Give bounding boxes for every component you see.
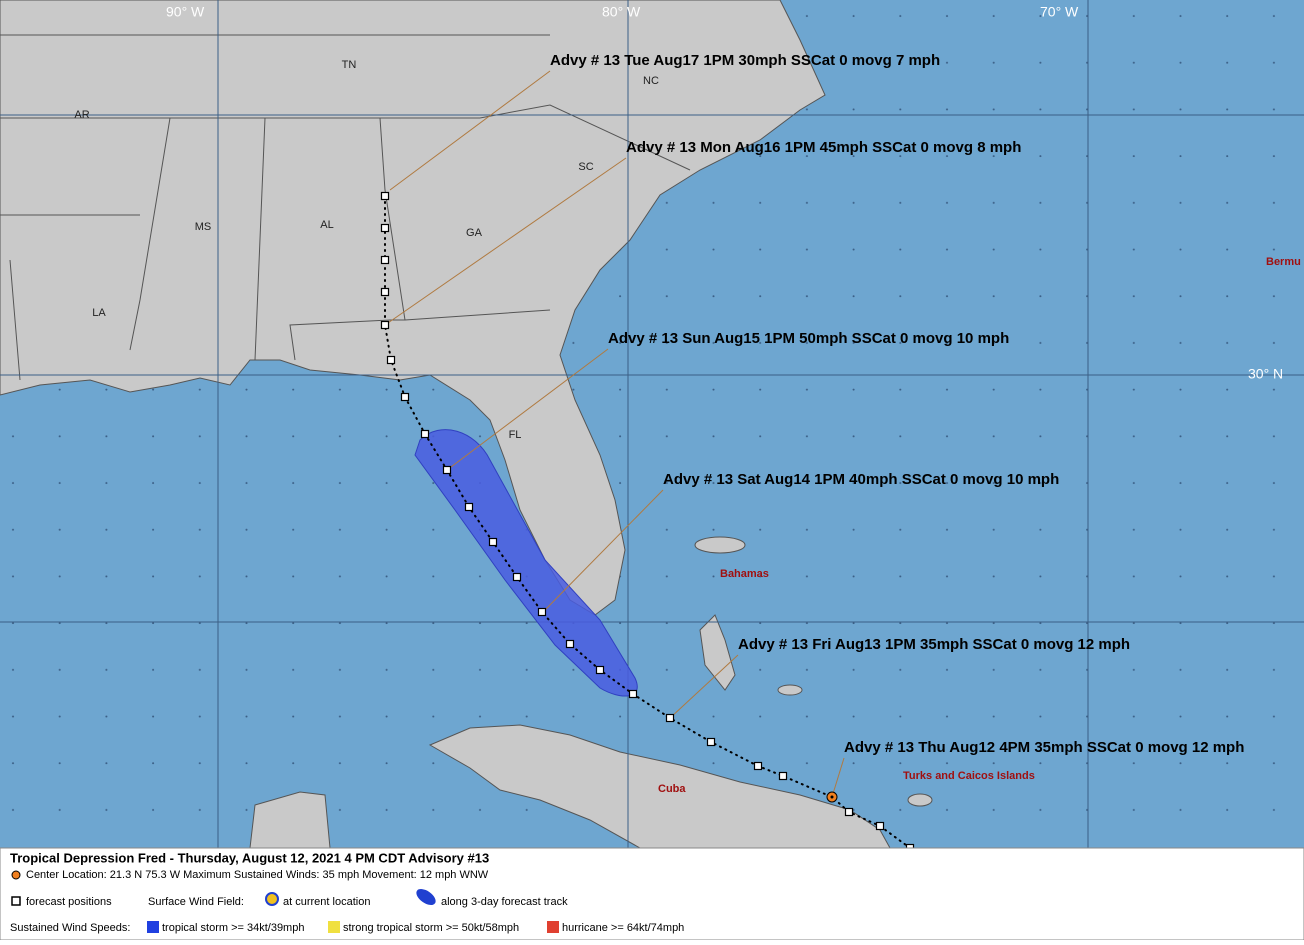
leader-line <box>831 757 845 798</box>
state-label: FL <box>509 429 522 441</box>
forecast-position <box>706 737 716 747</box>
state-label: GA <box>466 227 483 239</box>
state-label: LA <box>92 307 106 319</box>
forecast-position <box>380 287 390 297</box>
forecast-position <box>488 537 498 547</box>
center-info: Center Location: 21.3 N 75.3 W Maximum S… <box>26 869 489 881</box>
wind-field <box>414 429 638 697</box>
forecast-position <box>400 392 410 402</box>
sts-label: strong tropical storm >= 50kt/58mph <box>343 922 519 934</box>
graticule-label: 30° N <box>1248 366 1283 382</box>
forecast-position <box>565 639 575 649</box>
forecast-position <box>537 607 547 617</box>
wind-field-label: Surface Wind Field: <box>148 896 244 908</box>
forecast-position <box>380 223 390 233</box>
forecast-position <box>628 689 638 699</box>
forecast-position <box>512 572 522 582</box>
place-label: Turks and Caicos Islands <box>903 770 1035 782</box>
leader-line <box>384 157 627 326</box>
graticule-label: 80° W <box>602 4 641 20</box>
state-label: NC <box>643 75 659 87</box>
place-label: Bahamas <box>720 568 769 580</box>
footer-title: Tropical Depression Fred - Thursday, Aug… <box>10 850 489 865</box>
graticule-label: 70° W <box>1040 4 1079 20</box>
advisory-label: Advy # 13 Sat Aug14 1PM 40mph SSCat 0 mo… <box>663 471 1059 488</box>
forecast-position <box>380 191 390 201</box>
graticule-label: 90° W <box>166 4 205 20</box>
current-icon <box>265 892 279 906</box>
forecast-position <box>380 320 390 330</box>
hu-label: hurricane >= 64kt/74mph <box>562 922 684 934</box>
land <box>0 0 933 849</box>
forecast-track <box>384 195 911 849</box>
hu-swatch <box>547 921 559 933</box>
place-label: Cuba <box>658 783 686 795</box>
leader-line <box>389 70 551 191</box>
track-icon <box>416 889 436 905</box>
advisory-label: Advy # 13 Fri Aug13 1PM 35mph SSCat 0 mo… <box>738 636 1130 653</box>
current-label: at current location <box>283 896 370 908</box>
state-label: AL <box>320 219 333 231</box>
forecast-position <box>665 713 675 723</box>
forecast-position <box>464 502 474 512</box>
forecast-icon <box>11 896 21 906</box>
forecast-position <box>753 761 763 771</box>
advisory-label: Advy # 13 Thu Aug12 4PM 35mph SSCat 0 mo… <box>844 739 1244 756</box>
track-label: along 3-day forecast track <box>441 896 568 908</box>
state-label: SC <box>578 161 593 173</box>
leader-line <box>544 489 664 611</box>
forecast-position <box>778 771 788 781</box>
speeds-label: Sustained Wind Speeds: <box>10 922 130 934</box>
advisory-label: Advy # 13 Sun Aug15 1PM 50mph SSCat 0 mo… <box>608 330 1009 347</box>
forecast-position <box>595 665 605 675</box>
state-label: AR <box>74 109 89 121</box>
graticule <box>0 0 1304 848</box>
forecast-position <box>386 355 396 365</box>
forecast-position <box>380 255 390 265</box>
forecast-position <box>844 807 854 817</box>
current-position-center <box>830 795 834 799</box>
place-label: Bermu <box>1266 256 1301 268</box>
leader-line <box>669 654 739 719</box>
leader-line <box>446 348 609 471</box>
advisory-label: Advy # 13 Mon Aug16 1PM 45mph SSCat 0 mo… <box>626 139 1021 156</box>
forecast-position <box>442 465 452 475</box>
forecast-position <box>875 821 885 831</box>
state-label: TN <box>342 59 357 71</box>
center-icon <box>11 870 21 880</box>
state-borders <box>0 34 691 381</box>
forecast-position <box>420 429 430 439</box>
ts-label: tropical storm >= 34kt/39mph <box>162 922 304 934</box>
ts-swatch <box>147 921 159 933</box>
state-label: MS <box>195 221 212 233</box>
advisory-label: Advy # 13 Tue Aug17 1PM 30mph SSCat 0 mo… <box>550 52 940 69</box>
sts-swatch <box>328 921 340 933</box>
forecast-label: forecast positions <box>26 896 112 908</box>
